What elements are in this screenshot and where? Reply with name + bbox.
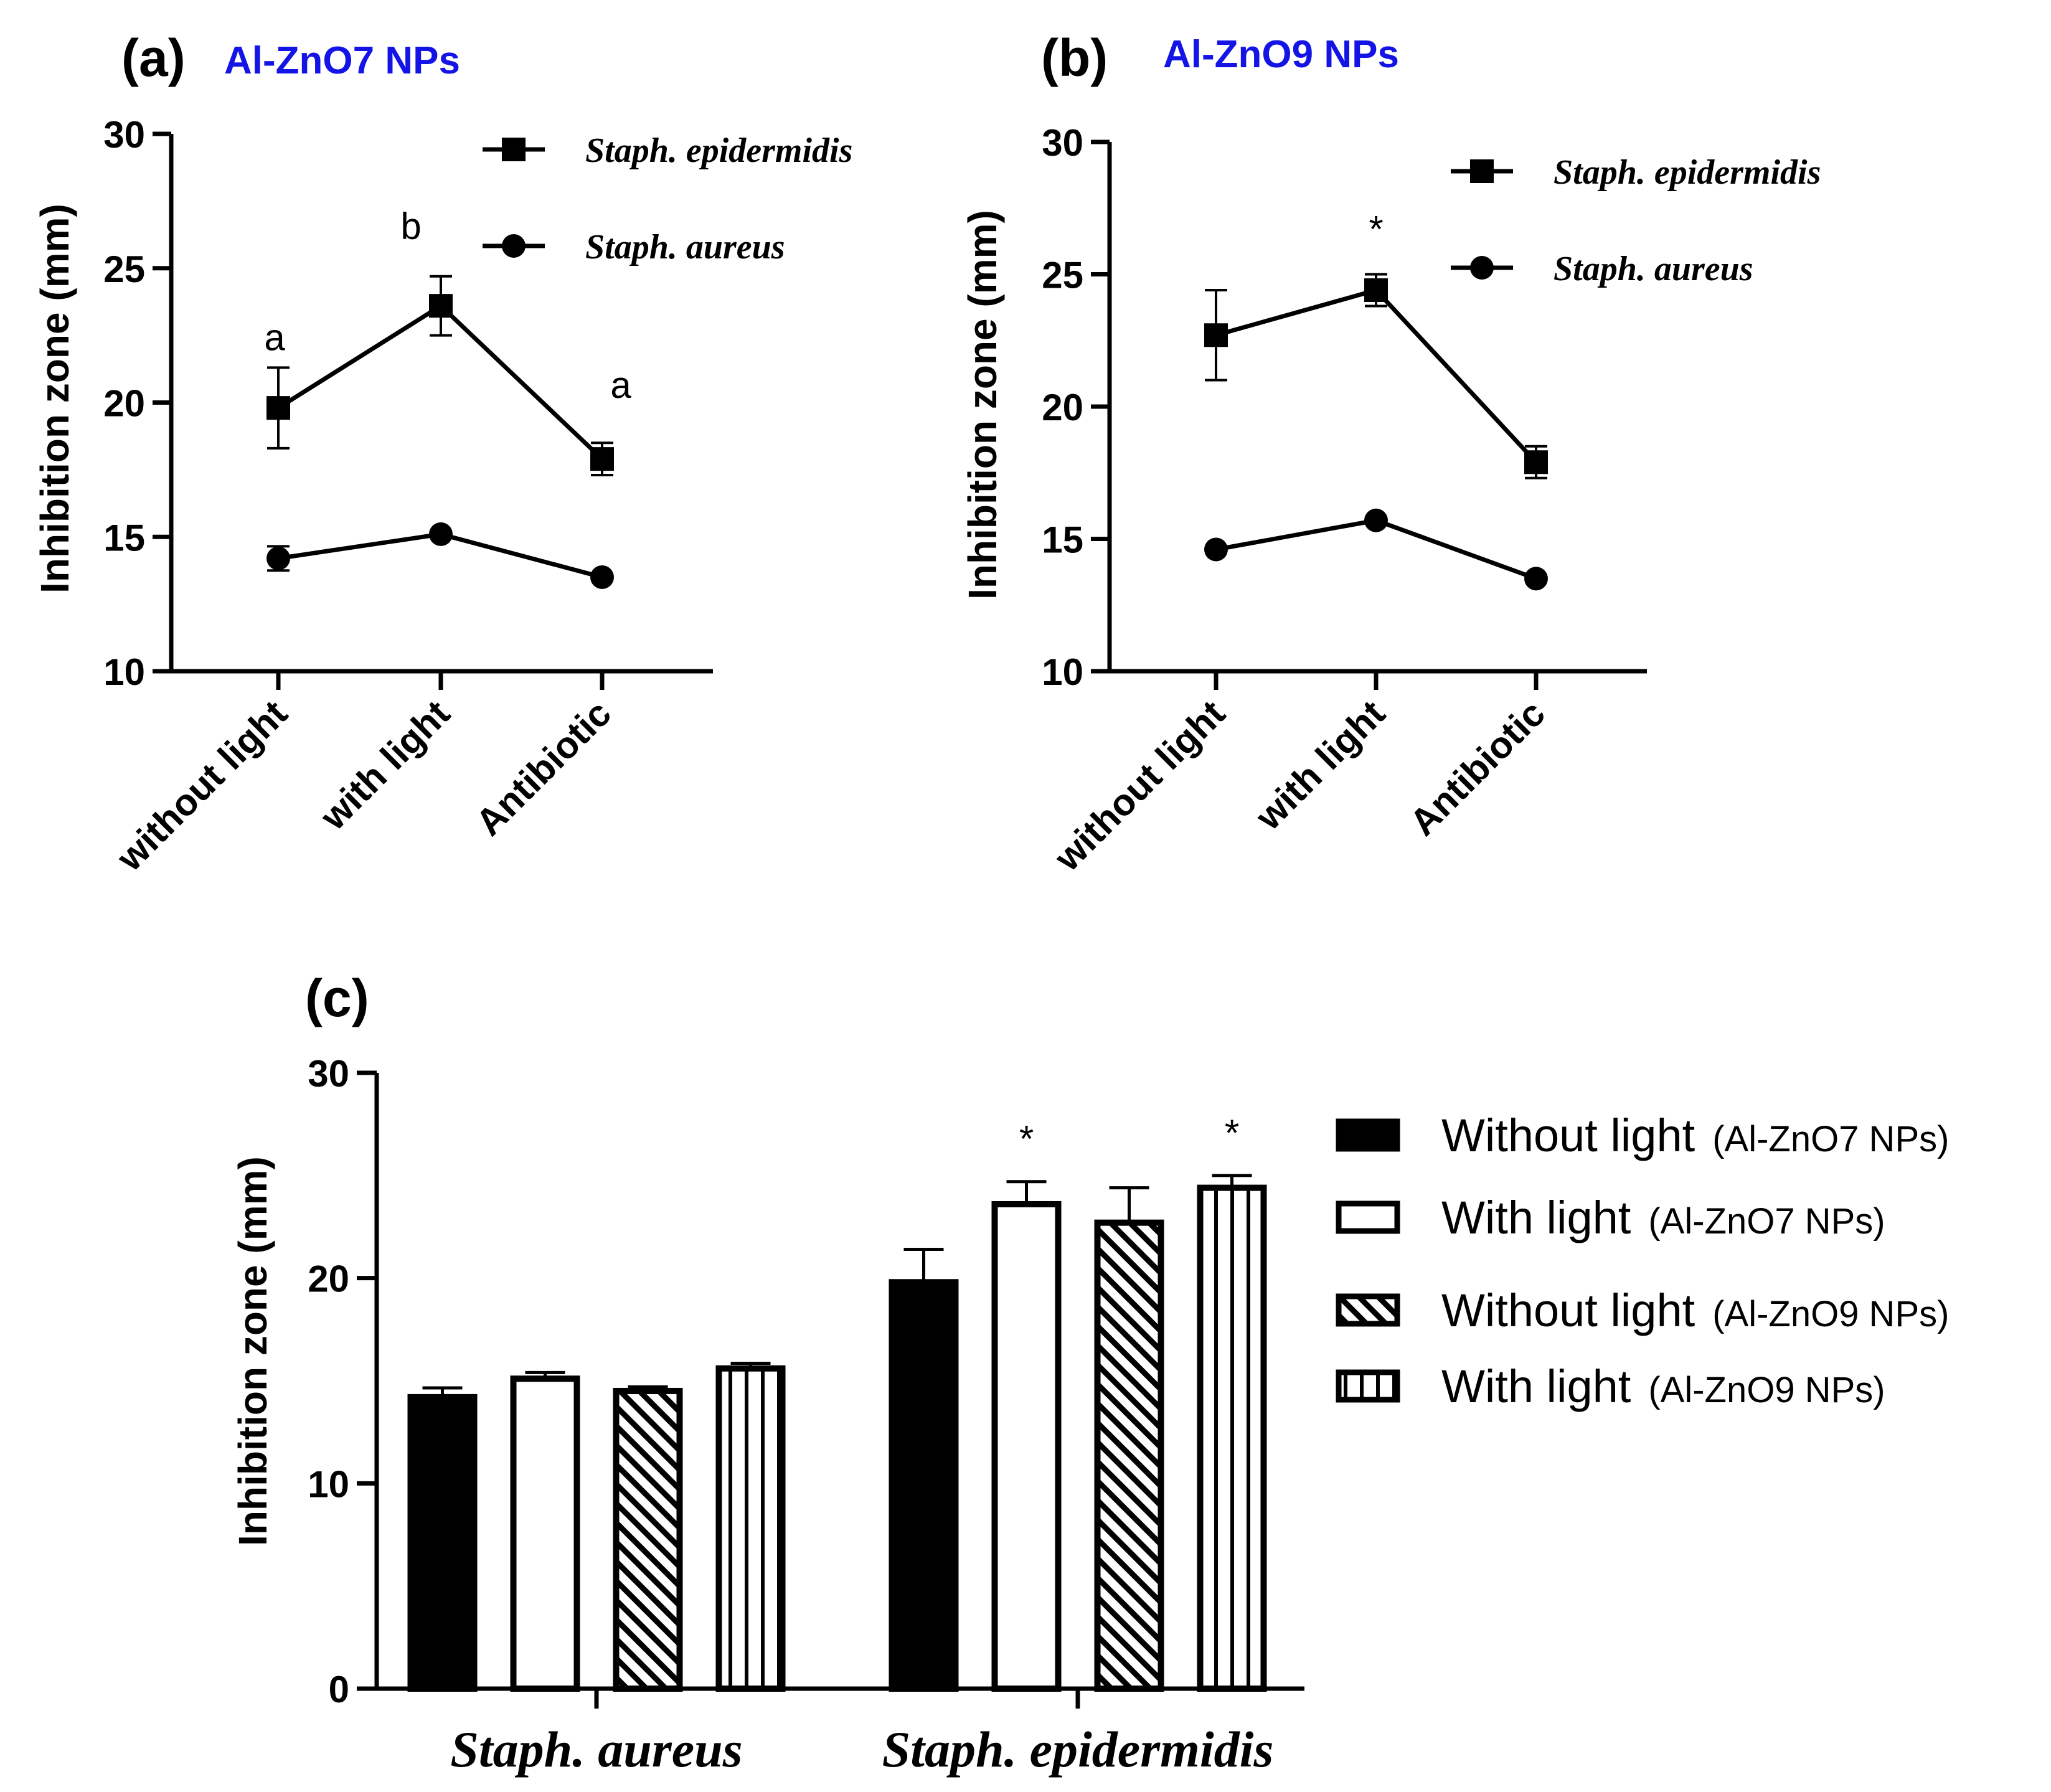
legend-swatch	[1336, 1118, 1400, 1152]
legend-label: Without light (Al-ZnO9 NPs)	[1441, 1285, 1949, 1336]
legend-label-name: Without light	[1441, 1110, 1695, 1161]
legend-label-suffix: (Al-ZnO9 NPs)	[1648, 1370, 1885, 1410]
significance-label: *	[1019, 1118, 1034, 1160]
series-line	[1215, 288, 1538, 464]
bar	[510, 1375, 580, 1692]
data-point	[429, 522, 453, 546]
x-tick-label: without light	[1046, 692, 1233, 879]
legend-label-name: With light	[1441, 1361, 1631, 1412]
y-tick-label: 20	[1042, 387, 1083, 428]
y-tick-label: 25	[1042, 255, 1083, 296]
legend-label-name: Without light	[1441, 1285, 1695, 1336]
y-axis-label: Inhibition zone (mm)	[960, 210, 1005, 600]
panel-a-label: (a)	[121, 29, 186, 87]
data-point	[1524, 567, 1548, 591]
significance-label: a	[610, 364, 631, 406]
y-tick-label: 30	[1042, 122, 1083, 164]
y-tick-label: 10	[103, 651, 145, 693]
bar	[407, 1394, 478, 1692]
data-point	[1204, 537, 1228, 562]
y-axis-label: Inhibition zone (mm)	[32, 204, 77, 593]
significance-label: *	[1369, 209, 1383, 250]
legend-label-suffix: (Al-ZnO9 NPs)	[1712, 1294, 1949, 1334]
legend-marker	[1470, 159, 1494, 183]
bar	[715, 1365, 786, 1692]
data-point	[266, 546, 290, 570]
y-tick-label: 20	[103, 383, 145, 425]
x-tick-label: with light	[1247, 692, 1393, 838]
bar	[1094, 1219, 1164, 1692]
bar	[889, 1279, 959, 1692]
data-point	[1524, 450, 1548, 474]
y-axis-label: Inhibition zone (mm)	[230, 1156, 275, 1546]
data-point	[1364, 508, 1388, 532]
bar	[991, 1200, 1062, 1692]
legend-swatch	[1336, 1369, 1400, 1403]
y-tick-label: 20	[308, 1258, 349, 1300]
x-tick-label: without light	[108, 692, 295, 879]
data-point	[1364, 278, 1388, 302]
legend-label: Staph. epidermidis	[1554, 153, 1821, 192]
legend-label: Without light (Al-ZnO7 NPs)	[1441, 1110, 1949, 1161]
y-tick-label: 25	[103, 248, 145, 290]
y-tick-label: 10	[1042, 651, 1083, 693]
line-chart-a: Inhibition zone (mm) 10 15 20 25 30 without l…	[32, 114, 852, 879]
legend-label-suffix: (Al-ZnO7 NPs)	[1712, 1119, 1949, 1159]
legend-label: Staph. aureus	[585, 228, 785, 266]
x-tick-label: Antibiotic	[468, 692, 619, 844]
significance-label: a	[264, 316, 285, 358]
y-tick-label: 10	[308, 1463, 349, 1505]
data-point	[266, 396, 290, 420]
legend-label: With light (Al-ZnO9 NPs)	[1441, 1361, 1885, 1412]
x-tick-label: Staph. epidermidis	[882, 1721, 1274, 1778]
legend-label: Staph. epidermidis	[585, 131, 852, 170]
bar	[1197, 1184, 1267, 1692]
legend-marker	[1470, 256, 1494, 280]
line-chart-b: Inhibition zone (mm) 10 15 20 25 30 without l…	[960, 122, 1821, 879]
legend-marker	[502, 234, 526, 258]
legend-marker	[502, 138, 526, 161]
bar	[613, 1387, 683, 1692]
legend-swatch	[1336, 1200, 1400, 1234]
y-tick-label: 30	[308, 1053, 349, 1095]
x-tick-label: Antibiotic	[1402, 692, 1553, 844]
y-tick-label: 15	[103, 517, 145, 559]
panel-b-label: (b)	[1041, 29, 1108, 87]
panel-a-title: Al-ZnO7 NPs	[224, 39, 460, 82]
y-tick-label: 30	[103, 114, 145, 156]
significance-label: *	[1225, 1112, 1239, 1154]
panel-c-label: (c)	[305, 969, 369, 1027]
significance-label: b	[400, 205, 421, 247]
x-tick-label: Staph. aureus	[450, 1721, 742, 1778]
data-point	[590, 565, 614, 589]
legend-label-suffix: (Al-ZnO7 NPs)	[1648, 1201, 1885, 1242]
bar-chart-c: Inhibition zone (mm) 0 10 20 30 Staph. aureu…	[230, 1053, 1949, 1778]
data-point	[1204, 323, 1228, 347]
y-tick-label: 15	[1042, 519, 1083, 561]
x-tick-label: with light	[312, 692, 458, 838]
panel-b-title: Al-ZnO9 NPs	[1163, 33, 1399, 76]
legend-label: With light (Al-ZnO7 NPs)	[1441, 1192, 1885, 1243]
data-point	[590, 447, 614, 471]
legend-label: Staph. aureus	[1554, 250, 1753, 288]
legend-label-name: With light	[1441, 1192, 1631, 1243]
legend-swatch	[1336, 1293, 1400, 1327]
y-tick-label: 0	[329, 1669, 349, 1710]
data-point	[429, 294, 453, 318]
